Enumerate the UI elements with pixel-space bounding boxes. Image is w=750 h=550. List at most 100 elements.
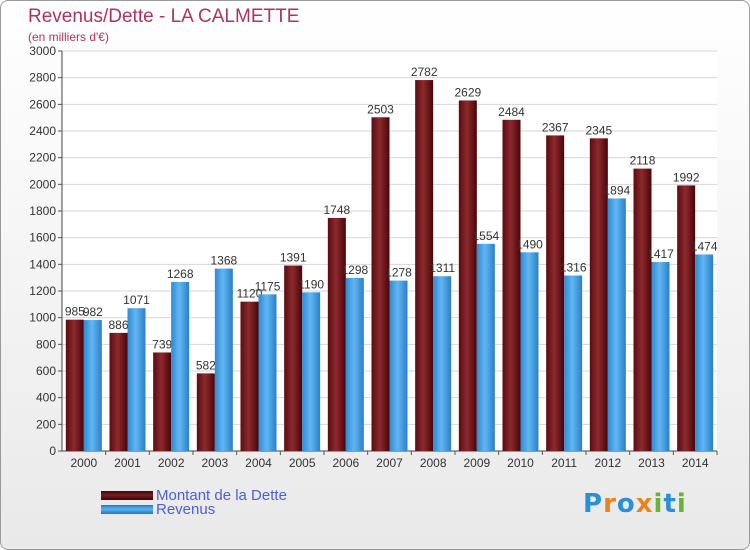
bar-revenus [127,308,146,451]
y-tick-label: 1000 [29,311,56,325]
x-tick-label: 2004 [245,456,272,470]
y-tick-label: 600 [36,364,56,378]
bar-revenus [214,268,233,451]
x-tick-label: 2013 [638,456,665,470]
x-tick-label: 2008 [420,456,447,470]
bar-revenus [564,275,583,451]
bar-revenus [302,292,321,451]
logo-letter: x [635,489,654,519]
x-tick-label: 2007 [376,456,403,470]
y-tick-label: 3000 [29,44,56,58]
data-label: 1748 [323,203,350,217]
bar-dette [633,168,652,451]
y-tick-label: 1400 [29,257,56,271]
data-label: 1120 [237,287,263,301]
y-tick-label: 1600 [29,231,56,245]
legend-label-dette: Montant de la Dette [156,486,287,504]
data-label: 985 [65,305,85,319]
bar-revenus [389,280,408,451]
x-tick-label: 2002 [158,456,185,470]
bar-dette [589,138,608,452]
data-label: 1554 [472,229,499,243]
data-label: 2782 [411,65,438,79]
x-tick-label: 2005 [289,456,316,470]
y-tick-label: 0 [49,444,56,458]
logo-letter: i [653,489,664,519]
bar-dette [371,117,390,452]
y-tick-label: 2400 [29,124,56,138]
y-tick-label: 200 [36,417,56,431]
proxiti-logo: Proxiti [583,489,687,519]
bar-dette [502,119,521,452]
legend-item-dette: Montant de la Dette [101,486,287,504]
x-tick-label: 2010 [507,456,534,470]
legend-swatch-dette [101,490,153,500]
data-label: 1311 [429,261,455,275]
data-label: 1391 [280,251,307,265]
bar-revenus [258,294,277,451]
x-tick-label: 2009 [463,456,490,470]
legend-swatch-revenus [101,504,153,514]
bar-dette [546,135,565,451]
data-label: 2484 [498,105,525,119]
y-tick-label: 2200 [29,151,56,165]
chart-title: Revenus/Dette - LA CALMETTE [28,6,300,27]
data-label: 2503 [367,102,394,116]
x-tick-label: 2006 [332,456,359,470]
data-label: 2629 [454,85,481,99]
x-tick-label: 2011 [551,456,577,470]
logo-letter: o [616,489,636,519]
data-label: 982 [83,305,103,319]
bar-revenus [695,254,714,451]
bar-revenus [476,243,495,451]
data-label: 1316 [560,261,587,275]
data-label: 1490 [516,237,543,251]
x-tick-label: 2001 [114,456,141,470]
bar-dette [458,100,477,451]
data-label: 2367 [542,120,569,134]
legend-label-revenus: Revenus [156,500,216,518]
bar-revenus [433,276,452,451]
data-label: 1417 [647,247,674,261]
data-label: 1190 [298,277,324,291]
x-tick-label: 2000 [70,456,97,470]
bar-dette [677,185,696,451]
data-label: 2118 [630,154,656,168]
data-label: 1175 [255,279,281,293]
bar-revenus [607,198,626,451]
y-tick-label: 400 [36,391,56,405]
bar-dette [196,373,215,451]
data-label: 1071 [123,293,150,307]
data-label: 1474 [691,239,718,253]
data-label: 1992 [673,170,700,184]
logo-letter: r [603,489,617,519]
logo-letter: t [663,489,677,519]
data-label: 1268 [167,267,194,281]
bar-dette [415,80,434,452]
bar-dette [109,332,128,451]
bar-revenus [651,262,670,451]
bar-dette [153,352,172,451]
data-label: 1894 [603,183,630,197]
data-label: 739 [152,337,172,351]
y-tick-label: 800 [36,337,56,351]
logo-letter: P [583,489,604,519]
bar-revenus [83,320,102,451]
y-tick-label: 2600 [29,97,56,111]
x-tick-label: 2003 [201,456,228,470]
bar-revenus [520,252,539,451]
bar-dette [284,265,303,451]
y-tick-label: 2800 [29,71,56,85]
data-label: 582 [196,358,216,372]
x-tick-label: 2012 [594,456,621,470]
bar-revenus [171,281,190,451]
data-label: 1278 [385,266,412,280]
y-tick-label: 1800 [29,204,56,218]
data-label: 1298 [341,263,368,277]
data-label: 1368 [210,254,237,268]
bar-dette [65,319,84,451]
x-tick-label: 2014 [682,456,709,470]
logo-letter: i [676,489,687,519]
